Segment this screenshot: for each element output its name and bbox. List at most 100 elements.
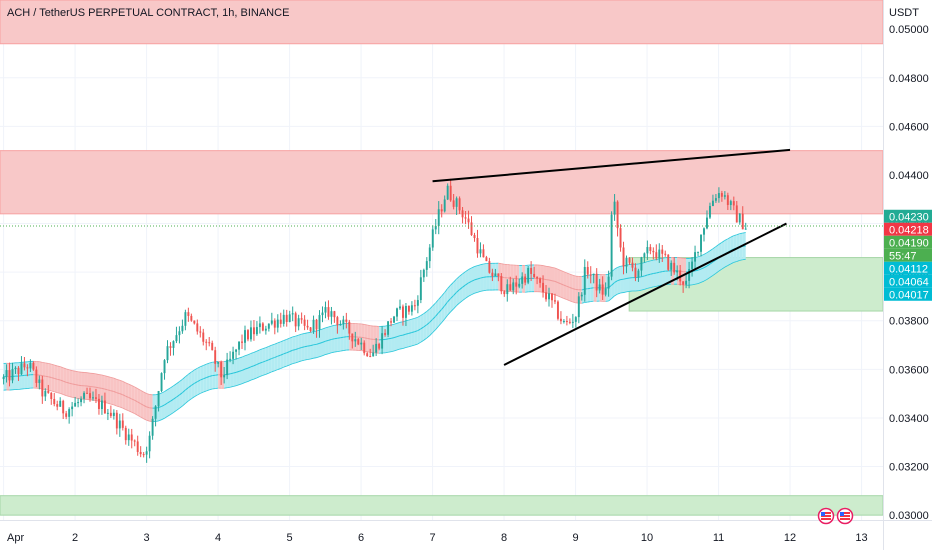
ribbon-lower: [304, 359, 308, 361]
time-tick-label: 5: [287, 532, 293, 544]
candle-body: [559, 318, 562, 322]
ribbon-upper: [131, 385, 135, 388]
candle-body: [14, 367, 17, 370]
ribbon-lower: [286, 364, 290, 367]
ribbon-lower: [238, 383, 243, 386]
candle: [115, 410, 118, 435]
candle: [598, 278, 601, 294]
candle: [336, 315, 339, 334]
candle-body: [232, 351, 235, 359]
candle-body: [17, 367, 20, 375]
price-tag: [884, 235, 932, 249]
candle-body: [431, 229, 434, 248]
ribbon-centerline: [423, 324, 428, 328]
ribbon-centerline: [340, 336, 344, 339]
candle: [264, 325, 267, 335]
candle-body: [273, 320, 276, 328]
candle: [533, 266, 536, 279]
candle-body: [92, 397, 94, 399]
candle: [309, 326, 312, 333]
ribbon-upper: [69, 369, 73, 371]
candle: [348, 319, 351, 340]
ribbon-upper: [209, 361, 213, 364]
ribbon-lower: [626, 290, 630, 293]
ribbon-upper: [322, 327, 326, 330]
candle-body: [616, 201, 619, 229]
ribbon-lower: [229, 386, 234, 388]
ribbon-upper: [742, 232, 746, 234]
ribbon-lower: [140, 416, 144, 420]
candle-body: [291, 313, 294, 315]
event-flag-icon[interactable]: [836, 507, 854, 525]
candle: [741, 206, 744, 230]
time-tick-label: 4: [215, 532, 221, 544]
candle: [401, 304, 404, 326]
ribbon-upper: [417, 315, 422, 318]
candle-body: [717, 193, 720, 199]
candle-body: [524, 276, 527, 283]
ribbon-lower: [694, 283, 699, 285]
candle-body: [44, 390, 47, 397]
time-axis[interactable]: Apr 2 3 4 5 6 7 8 9 10 11 12 13: [7, 532, 868, 544]
candle-body: [288, 314, 291, 322]
candle: [673, 257, 676, 275]
candle-body: [41, 379, 44, 397]
ribbon-lower: [319, 355, 323, 358]
candle: [649, 244, 652, 255]
ribbon-centerline: [450, 295, 454, 299]
ribbon-centerline: [325, 339, 329, 342]
candle: [619, 224, 622, 252]
ribbon-centerline: [709, 261, 714, 265]
ribbon-lower: [110, 403, 114, 406]
ribbon-centerline: [268, 357, 273, 361]
candle-body: [488, 261, 491, 273]
ribbon-lower: [343, 349, 347, 351]
candle: [503, 290, 506, 297]
ribbon-centerline: [656, 271, 660, 274]
candle: [190, 313, 193, 322]
candle-body: [720, 193, 723, 197]
candle: [542, 275, 545, 298]
candle-body: [71, 406, 74, 410]
candle: [294, 311, 297, 333]
candle: [425, 257, 428, 277]
candle-body: [118, 420, 121, 429]
price-tag-label: 0.04218: [889, 224, 929, 236]
ribbon-upper: [250, 351, 255, 354]
candle-body: [688, 269, 691, 281]
ribbon-lower: [295, 361, 299, 364]
candle: [267, 323, 270, 332]
ribbon-centerline: [411, 331, 416, 333]
ribbon-lower: [402, 347, 407, 349]
ribbon-lower: [557, 295, 562, 298]
trendlines[interactable]: [432, 148, 791, 366]
candle-body: [130, 434, 133, 441]
candle-body: [485, 257, 488, 262]
ribbon-upper: [435, 298, 440, 304]
candle: [136, 435, 139, 456]
candle-body: [8, 370, 11, 381]
ribbon-lower: [742, 258, 746, 261]
candle: [151, 416, 154, 440]
ribbon-upper: [51, 363, 55, 366]
candle-body: [449, 185, 452, 201]
ribbon-lower: [429, 332, 434, 336]
ribbon-centerline: [447, 298, 452, 303]
ribbon-centerline: [742, 245, 746, 247]
ribbon-centerline: [557, 282, 562, 285]
ribbon-upper: [200, 365, 204, 368]
ribbon-lower: [414, 343, 418, 346]
ribbon-centerline: [66, 381, 70, 384]
ribbon-centerline: [364, 337, 368, 339]
ribbon-lower: [325, 353, 329, 355]
ribbon-centerline: [304, 345, 308, 348]
candle: [640, 256, 643, 277]
candle: [14, 366, 17, 375]
event-flag-icon[interactable]: [817, 507, 835, 525]
candle: [443, 195, 446, 213]
ribbon-lower: [420, 339, 425, 343]
ribbon-upper: [128, 383, 132, 386]
candle: [26, 364, 29, 377]
candle-body: [306, 325, 309, 328]
